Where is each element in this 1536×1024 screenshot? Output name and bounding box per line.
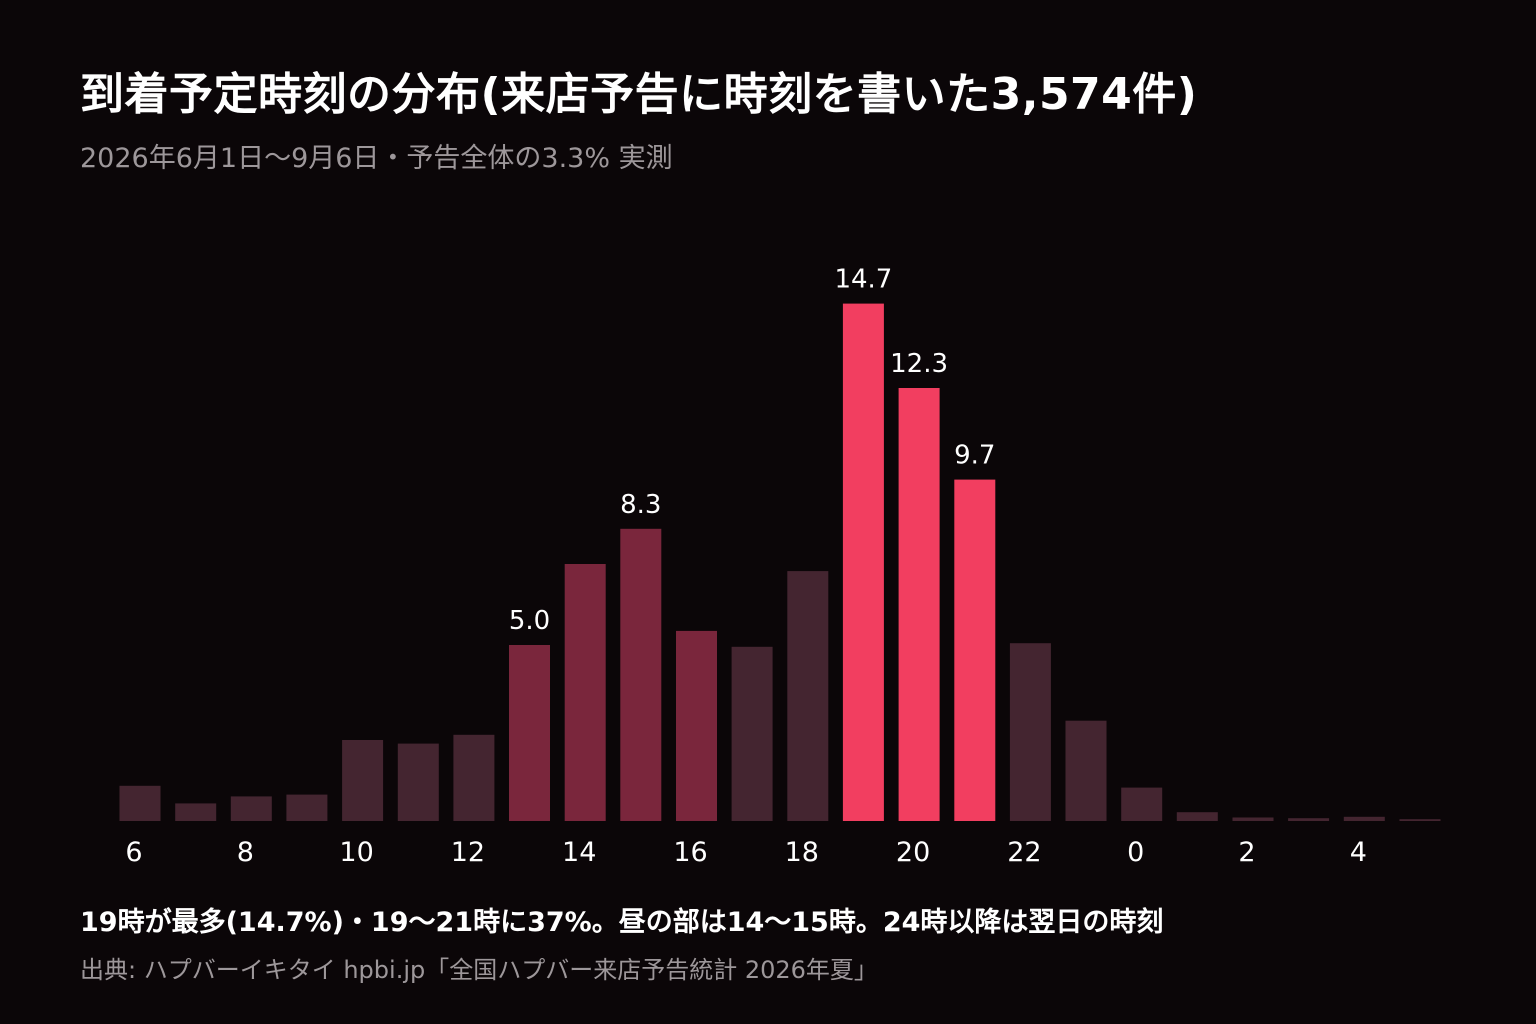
data-label-13: 5.0 — [509, 606, 550, 636]
x-tick-label: 12 — [451, 837, 485, 868]
x-tick-label: 2 — [1238, 837, 1255, 868]
data-label-20: 12.3 — [890, 349, 948, 379]
bar-17 — [731, 646, 773, 821]
x-tick-label: 14 — [562, 837, 596, 868]
bar-13 — [509, 645, 550, 821]
bar-23 — [1065, 720, 1107, 821]
data-label-21: 9.7 — [954, 441, 995, 471]
bar-19 — [842, 303, 884, 822]
bar-15 — [620, 528, 662, 821]
data-label-19: 14.7 — [834, 265, 892, 295]
bar-20 — [898, 388, 940, 821]
bar-12 — [453, 734, 495, 821]
x-tick-label: 10 — [339, 837, 373, 868]
x-tick-label: 22 — [1007, 837, 1041, 868]
x-tick-label: 18 — [785, 837, 819, 868]
x-tick-label: 20 — [896, 837, 930, 868]
x-tick-label: 6 — [125, 837, 142, 868]
x-tick-label: 16 — [673, 837, 707, 868]
bar-8 — [230, 796, 272, 821]
bar-3 — [1288, 818, 1330, 821]
chart-title: 到着予定時刻の分布(来店予告に時刻を書いた3,574件) — [80, 69, 1198, 120]
bar-5 — [1399, 819, 1441, 821]
chart-source: 出典: ハプバーイキタイ hpbi.jp「全国ハプバー来店予告統計 2026年夏… — [80, 956, 878, 984]
bar-21 — [954, 479, 996, 821]
bar-7 — [175, 803, 217, 821]
bar-16 — [676, 630, 717, 821]
bar-14 — [564, 564, 606, 821]
x-tick-label: 0 — [1127, 837, 1144, 868]
bar-9 — [286, 794, 328, 821]
bar-22 — [1009, 643, 1051, 821]
bar-1 — [1176, 812, 1218, 821]
bar-0 — [1121, 787, 1163, 821]
bar-18 — [787, 571, 829, 821]
data-label-15: 8.3 — [620, 490, 661, 520]
bar-2 — [1232, 817, 1274, 821]
x-tick-label: 8 — [237, 837, 254, 868]
bar-6 — [119, 785, 161, 821]
bar-11 — [397, 743, 439, 821]
bar-10 — [342, 740, 384, 821]
bar-4 — [1343, 816, 1385, 821]
chart-subtitle: 2026年6月1日〜9月6日・予告全体の3.3% 実測 — [80, 143, 673, 174]
x-tick-label: 4 — [1350, 837, 1367, 868]
chart-caption: 19時が最多(14.7%)・19〜21時に37%。昼の部は14〜15時。24時以… — [80, 907, 1164, 938]
